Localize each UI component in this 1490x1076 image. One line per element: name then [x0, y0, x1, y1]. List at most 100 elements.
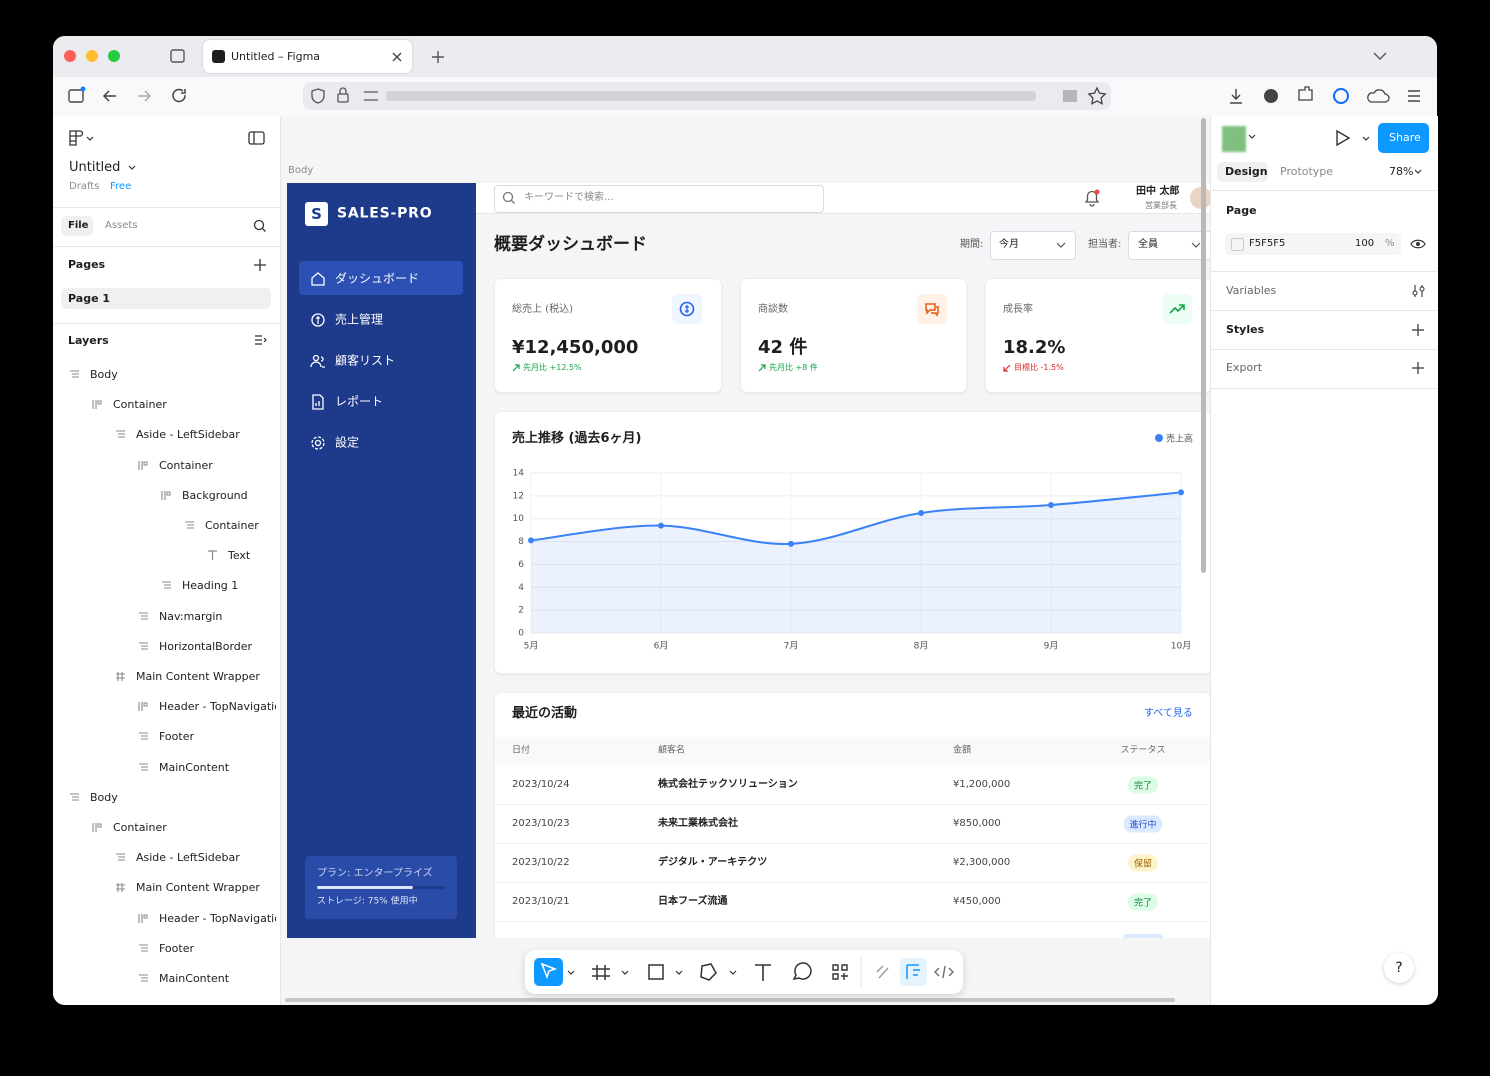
layer-item[interactable]: Container [159, 458, 213, 472]
tool-chevron[interactable] [567, 970, 575, 975]
tab-overview-icon[interactable] [170, 49, 185, 63]
layer-item[interactable]: Main Content Wrapper [136, 670, 260, 684]
y-tick-label: 0 [518, 629, 524, 639]
filter-select[interactable] [1128, 231, 1210, 260]
downloads-icon[interactable] [1230, 89, 1242, 104]
avatar-chevron[interactable] [1248, 134, 1256, 140]
layer-item[interactable]: Aside - LeftSidebar [136, 851, 240, 865]
share-label[interactable]: Share [1389, 131, 1421, 145]
variables-label[interactable]: Variables [1226, 284, 1277, 298]
layer-item[interactable]: MainContent [159, 972, 230, 986]
panel-tab[interactable]: Prototype [1280, 165, 1334, 179]
help-button[interactable]: ? [1384, 953, 1414, 983]
forward-icon[interactable] [138, 90, 152, 102]
file-name[interactable]: Untitled [69, 159, 121, 175]
tool-chevron[interactable] [621, 970, 629, 975]
layer-item[interactable]: Nav:margin [159, 609, 223, 623]
comment-tool[interactable] [792, 962, 812, 981]
layer-item[interactable]: MainContent [159, 760, 230, 774]
panel-tab[interactable]: Design [1225, 165, 1268, 179]
brand-name: SALES-PRO [337, 205, 433, 222]
cloud-icon[interactable] [1367, 89, 1390, 103]
zoom-level[interactable]: 78% [1389, 165, 1414, 179]
layer-item[interactable]: Body [90, 368, 118, 382]
nav-item[interactable]: 顧客リスト [335, 353, 396, 368]
layer-item[interactable]: Footer [159, 941, 194, 955]
color-field[interactable] [1225, 233, 1401, 255]
dev-mode[interactable] [934, 965, 954, 979]
text-tool[interactable] [755, 964, 771, 981]
tool-chevron[interactable] [729, 970, 737, 975]
table-cell: 未来工業株式会社 [658, 817, 738, 829]
h-scrollbar[interactable] [285, 998, 1175, 1002]
layer-item[interactable]: Aside - LeftSidebar [136, 428, 240, 442]
tab-close[interactable] [391, 51, 403, 63]
nav-item[interactable]: レポート [335, 394, 384, 409]
extensions-icon[interactable] [1298, 86, 1313, 101]
plan-badge[interactable]: Free [110, 180, 132, 192]
file-chevron[interactable] [128, 165, 136, 171]
layer-item[interactable]: Heading 1 [182, 579, 239, 593]
new-tab-icon[interactable] [432, 51, 444, 63]
minimize-button[interactable] [86, 50, 98, 62]
tool-chevron[interactable] [675, 970, 683, 975]
back-icon[interactable] [102, 90, 116, 102]
nav-item[interactable]: 設定 [335, 435, 360, 450]
panel-toggle[interactable] [248, 131, 265, 145]
close-button[interactable] [64, 50, 76, 62]
user-avatar-blurred[interactable] [1222, 126, 1246, 152]
add-export[interactable] [1412, 362, 1424, 374]
active-tab[interactable] [203, 40, 412, 73]
zoom-chevron[interactable] [1414, 169, 1422, 175]
bookmark-icon[interactable] [1087, 86, 1107, 105]
layer-item[interactable]: Text [228, 549, 251, 563]
shape-tool[interactable] [648, 964, 664, 980]
variables-icon[interactable] [1412, 284, 1425, 298]
layer-item[interactable]: Container [113, 398, 167, 412]
layer-item[interactable]: Background [182, 488, 248, 502]
layer-item[interactable]: Header - TopNavigationI [159, 700, 276, 714]
add-style[interactable] [1412, 324, 1424, 336]
v-scrollbar[interactable] [1201, 118, 1206, 573]
x-tick-label: 7月 [784, 641, 799, 652]
color-hex[interactable]: F5F5F5 [1249, 237, 1286, 249]
bell-icon[interactable] [1083, 188, 1101, 208]
search-layers[interactable] [253, 219, 267, 233]
layer-item[interactable]: Header - TopNavigationI [159, 911, 276, 925]
zoom-button[interactable] [108, 50, 120, 62]
see-all-link[interactable]: すべて見る [1144, 707, 1193, 719]
tab-list-icon[interactable] [1373, 52, 1387, 60]
nav-item[interactable]: ダッシュボード [335, 271, 420, 286]
activity-card [494, 692, 1210, 938]
menu-icon[interactable] [1408, 90, 1420, 102]
design-mode[interactable] [906, 964, 920, 979]
extension-icon[interactable] [1264, 89, 1278, 103]
sidebar-icon[interactable] [68, 89, 84, 103]
pen-tool[interactable] [700, 963, 717, 981]
present-button[interactable] [1334, 129, 1374, 147]
actions-tool[interactable] [832, 964, 848, 980]
layer-item[interactable]: Body [90, 790, 118, 804]
visibility-toggle[interactable] [1410, 238, 1426, 250]
layer-item[interactable]: HorizontalBorder [159, 639, 253, 653]
layers-options[interactable] [254, 335, 267, 347]
design-mode-bg[interactable] [900, 958, 927, 986]
panel-tab[interactable]: File [68, 219, 89, 231]
nav-item[interactable]: 売上管理 [335, 312, 384, 327]
figma-menu[interactable] [66, 129, 98, 147]
page-item[interactable]: Page 1 [68, 292, 111, 306]
layer-item[interactable]: Main Content Wrapper [136, 881, 260, 895]
add-page[interactable] [254, 259, 266, 271]
layer-item[interactable]: Container [113, 821, 167, 835]
reload-icon[interactable] [172, 88, 186, 103]
color-swatch[interactable] [1231, 238, 1244, 251]
panel-tab[interactable]: Assets [105, 219, 138, 231]
password-icon[interactable] [1333, 88, 1349, 104]
layer-item[interactable]: Footer [159, 730, 194, 744]
search-box[interactable] [494, 185, 824, 213]
layer-item[interactable]: Container [205, 519, 259, 533]
frame-tool[interactable] [592, 965, 610, 980]
draw-mode[interactable] [876, 965, 889, 979]
share-button[interactable] [1378, 123, 1429, 153]
opacity-value[interactable]: 100 [1355, 237, 1375, 249]
